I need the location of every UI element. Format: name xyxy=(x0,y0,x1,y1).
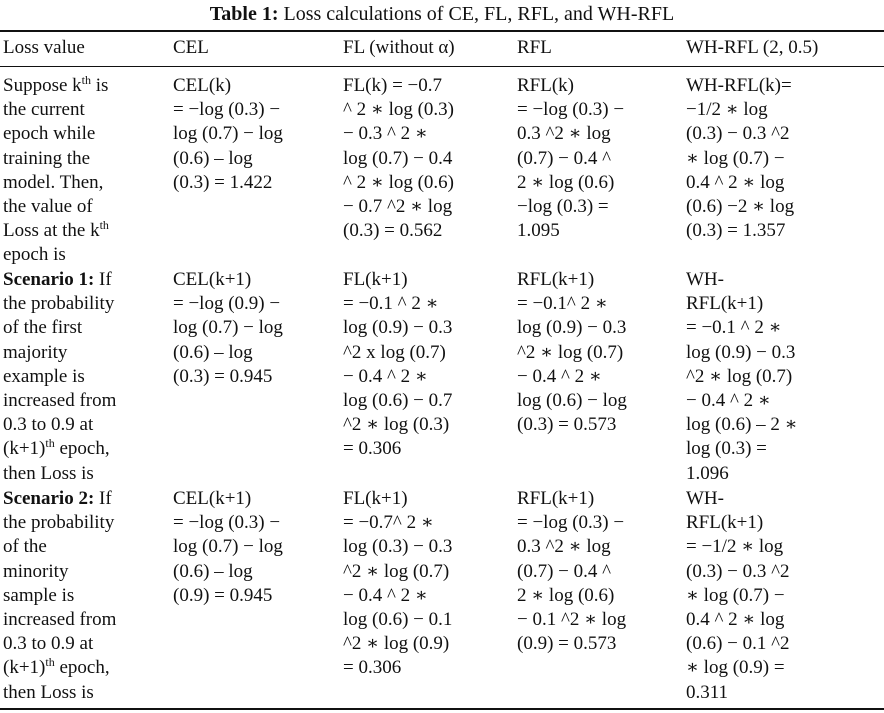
row2-wh-rfl: WH- RFL(k+1) = −0.1 ^ 2 ∗ log (0.9) − 0.… xyxy=(686,269,798,484)
row3-wh-rfl: WH- RFL(k+1) = −1/2 ∗ log (0.3) − 0.3 ^2… xyxy=(686,488,790,703)
caption-text: Loss calculations of CE, FL, RFL, and WH… xyxy=(283,3,675,25)
bottom-rule xyxy=(0,708,884,710)
header-rfl: RFL xyxy=(517,37,552,58)
row1-desc-sup: th xyxy=(81,73,91,87)
row3-description: Scenario 2: If the probability of the mi… xyxy=(3,487,155,705)
row3-rfl: RFL(k+1) = −log (0.3) − 0.3 ^2 ∗ log (0.… xyxy=(517,488,627,655)
row1-wh-rfl: WH-RFL(k)= −1/2 ∗ log (0.3) − 0.3 ^2 ∗ l… xyxy=(686,75,795,242)
row2-cel: CEL(k+1) = −log (0.9) − log (0.7) − log … xyxy=(173,269,283,387)
header-fl: FL (without α) xyxy=(343,37,455,58)
top-rule xyxy=(0,30,884,32)
row2-desc-text: If the probability of the first majority… xyxy=(3,269,117,460)
row1-desc-text: Suppose k xyxy=(3,75,82,96)
header-wh-rfl: WH-RFL (2, 0.5) xyxy=(686,37,819,58)
row2-desc-sup: th xyxy=(45,436,55,451)
row1-cel: CEL(k) = −log (0.3) − log (0.7) − log (0… xyxy=(173,75,283,193)
row2-desc-text-post: epoch, then Loss is xyxy=(3,438,110,484)
row1-desc-sup2: th xyxy=(99,218,109,233)
row3-desc-text: If the probability of the minority sampl… xyxy=(3,488,117,679)
row2-rfl: RFL(k+1) = −0.1^ 2 ∗ log (0.9) − 0.3 ^2 … xyxy=(517,269,627,436)
row2-description: Scenario 1: If the probability of the fi… xyxy=(3,268,155,486)
row1-desc-text-post: epoch is xyxy=(3,244,66,266)
row1-desc-text-mid: is the current epoch while training the … xyxy=(3,75,109,242)
caption-label: Table 1: xyxy=(209,3,279,25)
row3-fl: FL(k+1) = −0.7^ 2 ∗ log (0.3) − 0.3 ^2 ∗… xyxy=(343,488,453,679)
header-rule xyxy=(0,66,884,67)
row3-desc-sup: th xyxy=(45,655,55,670)
row3-cel: CEL(k+1) = −log (0.3) − log (0.7) − log … xyxy=(173,488,283,606)
row3-scenario-label: Scenario 2: xyxy=(3,488,95,509)
row2-fl: FL(k+1) = −0.1 ^ 2 ∗ log (0.9) − 0.3 ^2 … xyxy=(343,269,453,460)
header-loss-value: Loss value xyxy=(3,37,85,58)
row2-scenario-label: Scenario 1: xyxy=(3,269,95,290)
header-cel: CEL xyxy=(173,37,209,58)
row1-rfl: RFL(k) = −log (0.3) − 0.3 ^2 ∗ log (0.7)… xyxy=(517,75,625,242)
row1-description: Suppose kth is the current epoch while t… xyxy=(3,74,155,268)
table-caption: Table 1: Loss calculations of CE, FL, RF… xyxy=(0,2,884,26)
row1-fl: FL(k) = −0.7 ^ 2 ∗ log (0.3) − 0.3 ^ 2 ∗… xyxy=(343,75,455,242)
row3-desc-text-post: epoch, then Loss is xyxy=(3,657,110,703)
